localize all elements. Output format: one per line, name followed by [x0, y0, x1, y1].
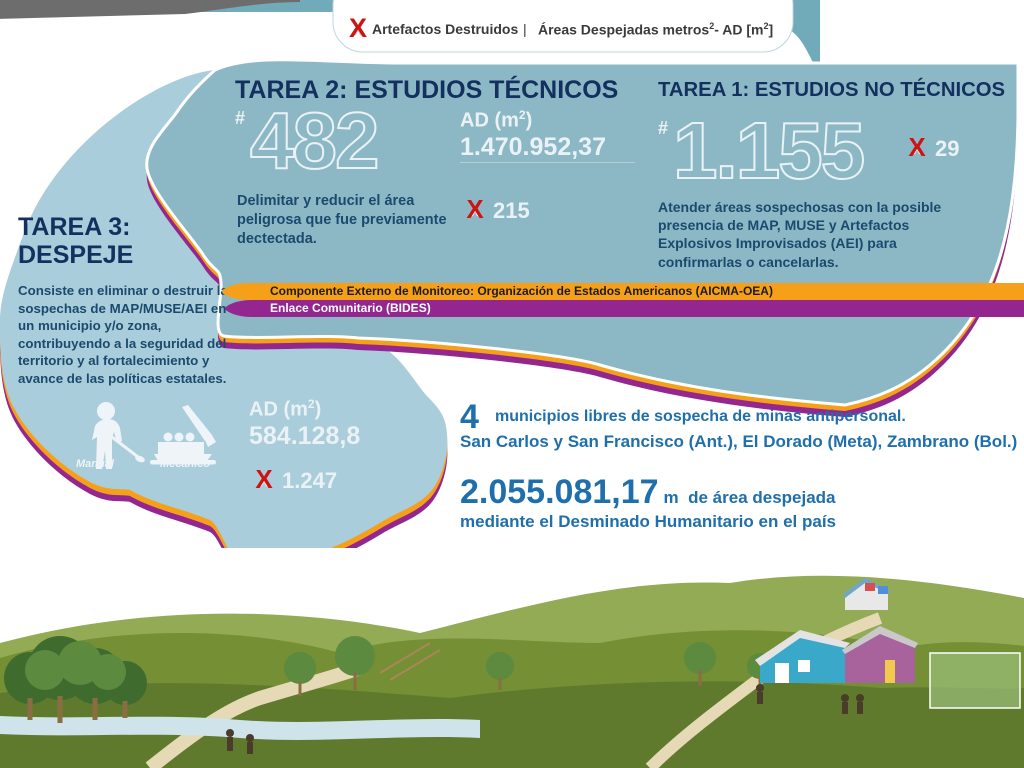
- svg-text:X: X: [255, 464, 273, 494]
